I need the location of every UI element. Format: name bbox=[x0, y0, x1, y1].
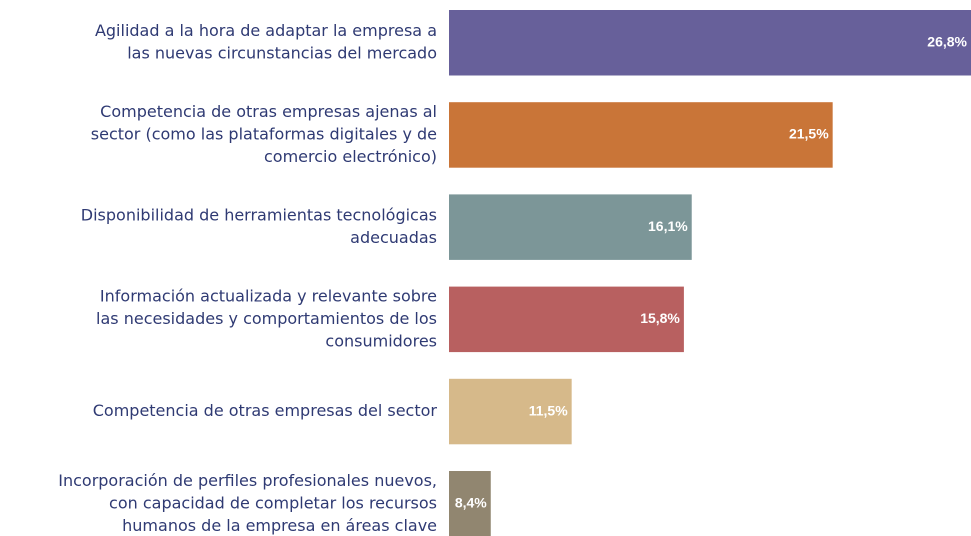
category-label: con capacidad de completar los recursos bbox=[109, 493, 437, 512]
bar bbox=[449, 378, 572, 445]
value-label: 8,4% bbox=[455, 494, 487, 510]
category-label: Competencia de otras empresas ajenas al bbox=[100, 102, 437, 121]
category-label: humanos de la empresa en áreas clave bbox=[122, 516, 437, 535]
value-label: 11,5% bbox=[529, 402, 568, 418]
category-label: adecuadas bbox=[350, 228, 437, 247]
category-label: Información actualizada y relevante sobr… bbox=[100, 286, 437, 305]
bar bbox=[449, 194, 692, 260]
category-label: sector (como las plataformas digitales y… bbox=[91, 124, 437, 143]
category-label: Incorporación de perfiles profesionales … bbox=[58, 471, 437, 490]
bar bbox=[449, 10, 971, 76]
bar bbox=[449, 102, 833, 168]
category-label: Agilidad a la hora de adaptar la empresa… bbox=[95, 21, 437, 40]
category-label: comercio electrónico) bbox=[264, 147, 437, 166]
value-label: 21,5% bbox=[789, 126, 829, 142]
value-label: 16,1% bbox=[648, 218, 688, 234]
category-label: Competencia de otras empresas del sector bbox=[93, 401, 438, 420]
category-label: las necesidades y comportamientos de los bbox=[96, 309, 437, 328]
value-label: 26,8% bbox=[927, 33, 967, 49]
bar bbox=[449, 471, 491, 536]
category-label: las nuevas circunstancias del mercado bbox=[127, 44, 437, 63]
category-label: Disponibilidad de herramientas tecnológi… bbox=[81, 205, 437, 224]
bar bbox=[449, 286, 684, 353]
value-label: 15,8% bbox=[640, 310, 680, 326]
category-label: consumidores bbox=[325, 331, 437, 350]
